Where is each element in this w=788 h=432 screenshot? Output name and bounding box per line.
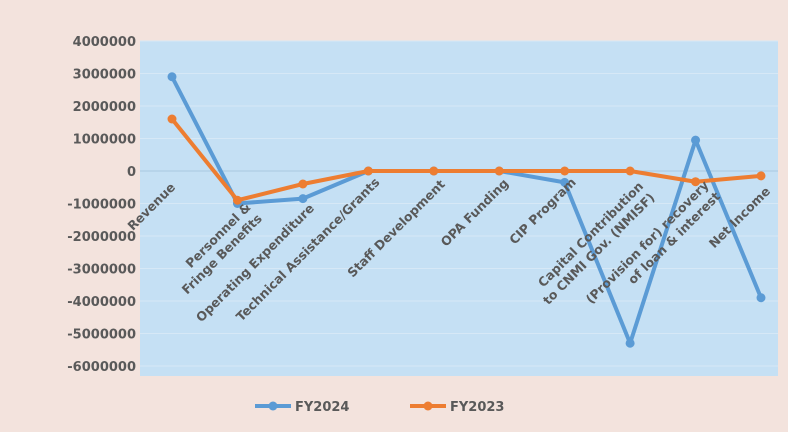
y-tick-label: -5000000 <box>67 328 136 343</box>
data-point <box>429 166 439 176</box>
series-line <box>170 117 763 203</box>
data-point <box>560 177 570 187</box>
data-point <box>691 135 701 145</box>
data-point <box>756 293 766 303</box>
legend-item-FY2023: FY2023 <box>410 400 504 415</box>
data-point <box>167 114 177 124</box>
y-tick-label: 2000000 <box>73 100 136 115</box>
data-point <box>232 195 242 205</box>
legend-label: FY2024 <box>295 400 349 415</box>
data-point <box>167 72 177 82</box>
y-tick-label: 3000000 <box>73 68 136 83</box>
legend-swatch-marker <box>423 401 433 411</box>
legend-item-FY2024: FY2024 <box>255 400 349 415</box>
data-point <box>298 179 308 189</box>
y-tick-label: -2000000 <box>67 230 136 245</box>
y-tick-label: 0 <box>127 165 136 180</box>
y-tick-label: -3000000 <box>67 263 136 278</box>
legend-swatch-marker <box>268 401 278 411</box>
y-tick-label: -4000000 <box>67 295 136 310</box>
data-point <box>625 338 635 348</box>
data-point <box>625 166 635 176</box>
legend-label: FY2023 <box>450 400 504 415</box>
data-point <box>560 166 570 176</box>
data-point <box>363 166 373 176</box>
series-FY2023 <box>167 114 766 205</box>
y-tick-label: -6000000 <box>67 360 136 375</box>
y-tick-label: 4000000 <box>73 35 136 50</box>
data-point <box>756 171 766 181</box>
data-point <box>691 177 701 187</box>
y-tick-label: 1000000 <box>73 133 136 148</box>
data-point <box>494 166 504 176</box>
y-tick-label: -1000000 <box>67 198 136 213</box>
data-point <box>298 194 308 204</box>
